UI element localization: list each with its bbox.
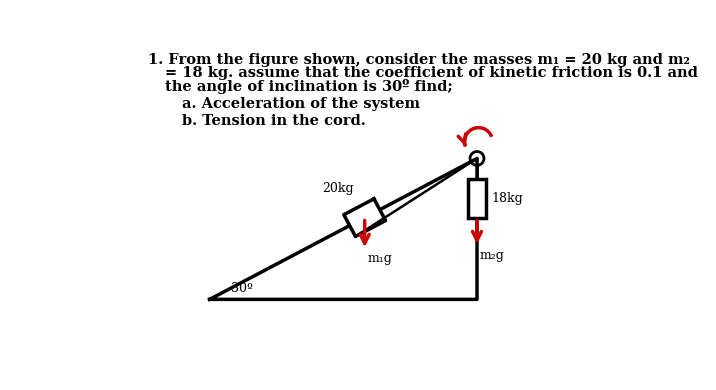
Polygon shape <box>468 179 486 218</box>
Text: = 18 kg. assume that the coefficient of kinetic friction is 0.1 and: = 18 kg. assume that the coefficient of … <box>165 66 697 80</box>
Polygon shape <box>210 158 477 300</box>
Text: m₂g: m₂g <box>479 248 504 262</box>
Text: m₁g: m₁g <box>368 252 392 264</box>
Text: 30º: 30º <box>231 282 253 295</box>
Text: 18kg: 18kg <box>491 192 523 205</box>
Text: the angle of inclination is 30º find;: the angle of inclination is 30º find; <box>165 79 453 94</box>
Polygon shape <box>344 199 386 236</box>
Text: 1. From the figure shown, consider the masses m₁ = 20 kg and m₂: 1. From the figure shown, consider the m… <box>147 53 690 67</box>
Text: 20kg: 20kg <box>321 181 354 195</box>
Text: a. Acceleration of the system: a. Acceleration of the system <box>183 97 420 111</box>
Text: b. Tension in the cord.: b. Tension in the cord. <box>183 114 367 128</box>
